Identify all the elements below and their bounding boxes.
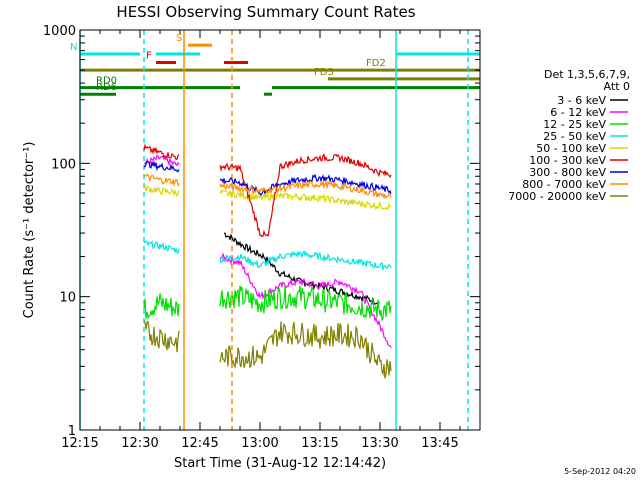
series-line-3 (143, 239, 392, 272)
y-tick-label: 1000 (43, 24, 76, 39)
x-tick-label: 12:15 (61, 436, 98, 451)
legend-entry-label-1: 6 - 12 keV (550, 106, 606, 119)
legend-entry-label-5: 100 - 300 keV (529, 154, 606, 167)
series-line-8 (143, 320, 392, 379)
legend-entry-label-8: 7000 - 20000 keV (508, 190, 606, 203)
legend-entry-label-3: 25 - 50 keV (543, 130, 606, 143)
legend-entry-label-6: 300 - 800 keV (529, 166, 606, 179)
series-line-7 (143, 173, 392, 200)
x-tick-label: 13:00 (241, 436, 278, 451)
flag-label-f: F (146, 51, 152, 62)
legend-entry-label-2: 12 - 25 keV (543, 118, 606, 131)
flag-label-fd3: FD3 (314, 67, 334, 78)
y-axis-label: Count Rate (s⁻¹ detector⁻¹) (22, 142, 37, 319)
x-tick-label: 12:45 (181, 436, 218, 451)
series-line-2 (143, 284, 392, 322)
x-tick-label: 13:15 (301, 436, 338, 451)
chart-title: HESSI Observing Summary Count Rates (116, 3, 415, 21)
y-tick-label: 1 (68, 424, 76, 439)
flag-label-fd2: FD2 (366, 58, 386, 69)
x-axis-label: Start Time (31-Aug-12 12:14:42) (174, 456, 386, 471)
legend-entry-label-0: 3 - 6 keV (557, 94, 606, 107)
series-line-5 (143, 143, 392, 238)
x-tick-label: 13:30 (361, 436, 398, 451)
flag-label-n: N (70, 42, 77, 53)
footer-timestamp: 5-Sep-2012 04:20 (564, 467, 636, 476)
series-line-0 (223, 232, 380, 307)
flag-label-rd0: RD0 (96, 76, 117, 87)
legend-entry-label-4: 50 - 100 keV (536, 142, 606, 155)
legend-entry-label-7: 800 - 7000 keV (522, 178, 606, 191)
series-line-6 (143, 159, 392, 197)
y-axis-ticks: 1 10 100 1000 (43, 24, 480, 439)
legend-header-1: Att 0 (604, 80, 630, 93)
legend-header-0: Det 1,3,5,6,7,9, (544, 68, 630, 81)
series-line-4 (143, 183, 392, 211)
x-tick-label: 12:30 (121, 436, 158, 451)
flag-label-rd6: RD6 (96, 82, 117, 93)
plot-frame (79, 29, 481, 431)
x-axis-ticks: 12:15 12:30 12:45 13:00 13:15 13:30 13:45 (61, 30, 481, 451)
y-tick-label: 100 (51, 157, 76, 172)
flag-label-s: S (176, 33, 182, 44)
y-tick-label: 10 (59, 291, 76, 306)
series-line-1 (143, 155, 392, 348)
x-tick-label: 13:45 (421, 436, 458, 451)
